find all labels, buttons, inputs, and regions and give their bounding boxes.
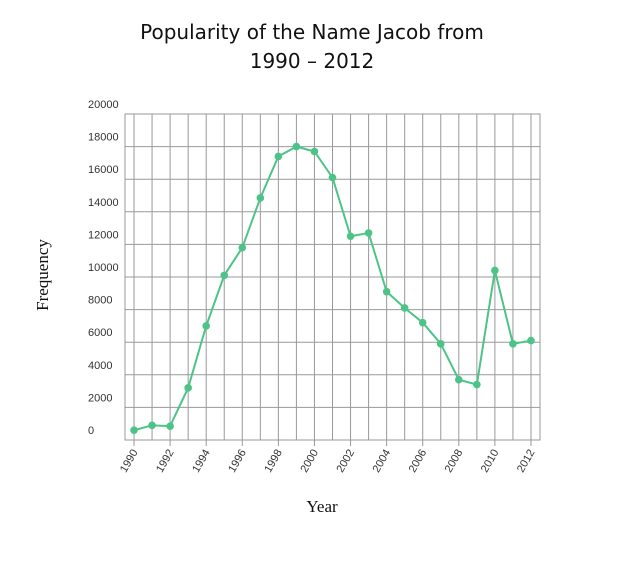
data-point	[274, 152, 283, 161]
data-point	[491, 266, 499, 275]
data-point	[418, 318, 427, 327]
x-tick-label: 1990	[118, 448, 141, 475]
data-point	[184, 384, 192, 392]
data-point	[455, 375, 463, 384]
data-point	[220, 271, 229, 280]
data-point	[527, 336, 535, 345]
data-point	[382, 287, 391, 296]
y-tick-label: 0	[88, 425, 94, 437]
y-tick-label: 6000	[88, 327, 112, 339]
data-point	[400, 304, 409, 312]
x-axis-label: Year	[306, 497, 338, 516]
data-point	[292, 142, 301, 151]
data-point	[310, 147, 319, 156]
y-tick-label: 12000	[88, 229, 119, 241]
x-tick-label: 2012	[515, 448, 538, 475]
y-tick-label: 10000	[88, 262, 119, 274]
y-tick-label: 20000	[88, 99, 119, 111]
y-axis-label: Frequency	[33, 239, 52, 311]
chart-title: Popularity of the Name Jacob from	[140, 20, 484, 44]
x-tick-label: 1996	[226, 448, 249, 475]
x-tick-label: 2010	[479, 448, 502, 475]
x-tick-label: 2000	[298, 448, 321, 475]
data-point	[328, 173, 337, 182]
y-tick-label: 18000	[88, 132, 119, 144]
data-point	[202, 322, 210, 330]
data-point	[238, 243, 247, 252]
y-tick-label: 2000	[88, 392, 112, 404]
chart-title: 1990 – 2012	[250, 49, 375, 73]
data-point	[436, 340, 445, 348]
x-tick-label: 1994	[190, 448, 213, 475]
data-point	[509, 340, 517, 348]
data-point	[364, 229, 373, 237]
x-tick-label: 2002	[335, 448, 358, 475]
y-tick-label: 8000	[88, 295, 112, 307]
x-tick-label: 2006	[407, 448, 430, 475]
data-point	[473, 380, 481, 389]
data-point	[130, 426, 138, 435]
y-tick-label: 4000	[88, 360, 112, 372]
y-tick-label: 14000	[88, 197, 119, 209]
x-tick-label: 1992	[154, 448, 177, 475]
x-tick-label: 1998	[262, 448, 285, 475]
data-point	[346, 232, 355, 241]
y-tick-label: 16000	[88, 164, 119, 176]
x-tick-label: 2008	[443, 448, 466, 475]
data-point	[256, 194, 265, 202]
x-tick-label: 2004	[371, 448, 394, 475]
data-point	[148, 421, 156, 430]
data-point	[166, 422, 174, 430]
